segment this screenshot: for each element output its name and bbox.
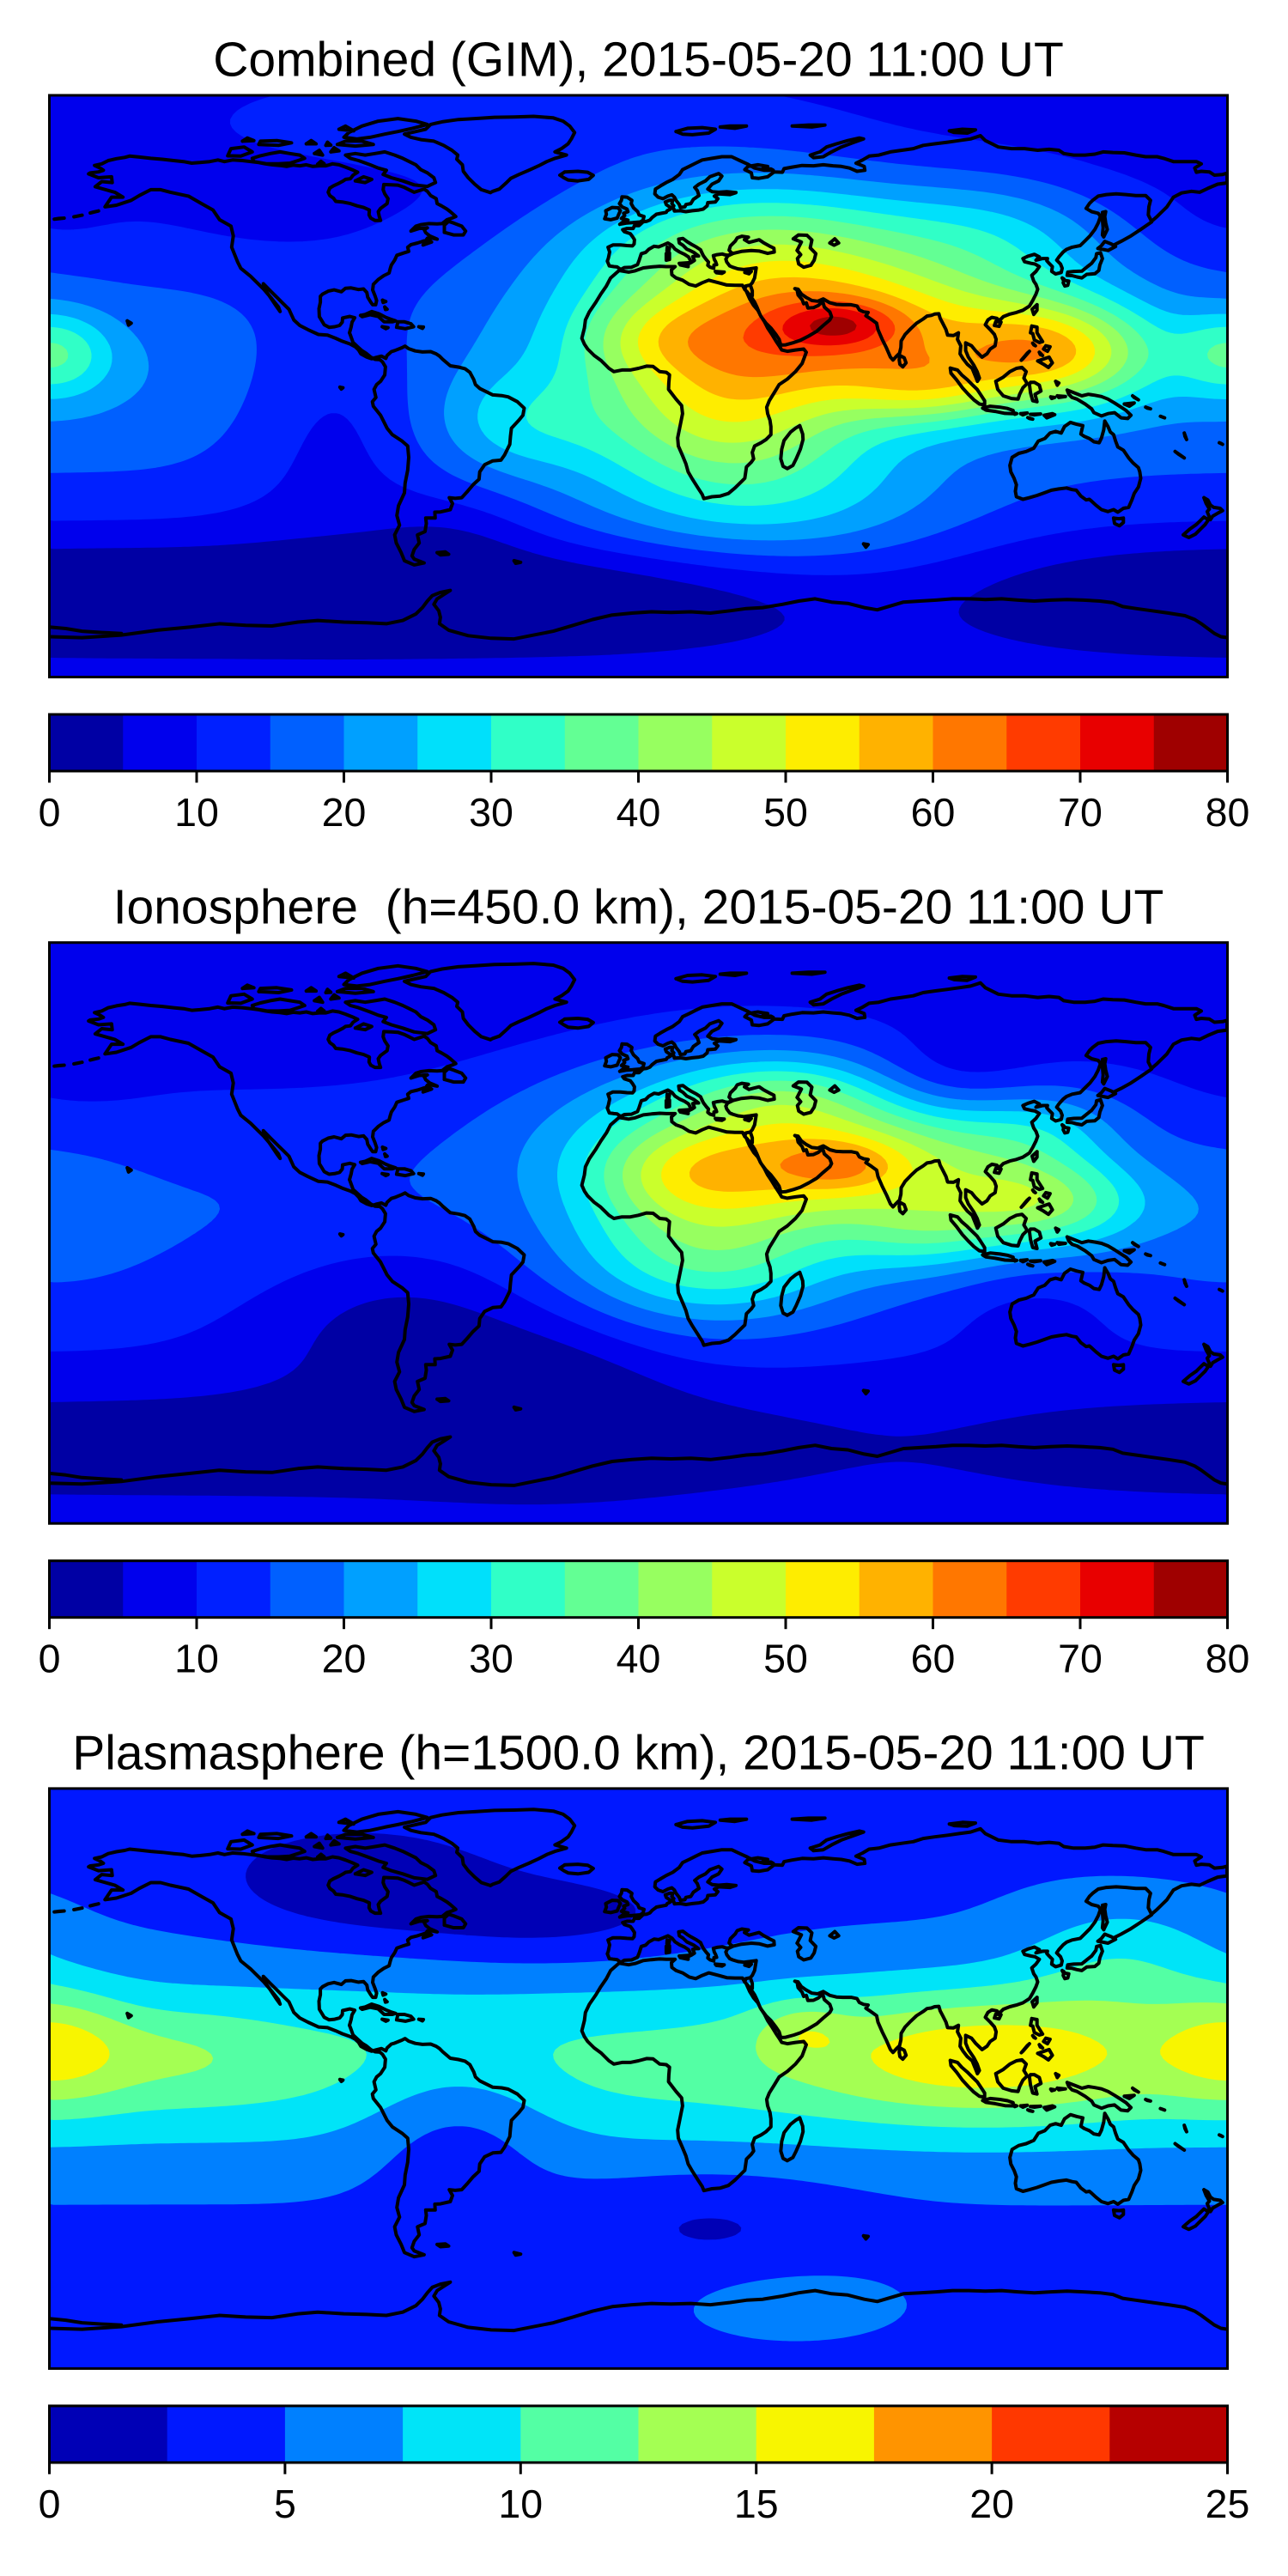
svg-text:30: 30 [469, 790, 513, 835]
svg-text:0: 0 [39, 2482, 61, 2526]
svg-text:10: 10 [174, 790, 219, 835]
svg-text:80: 80 [1206, 790, 1250, 835]
svg-text:Ionosphere (h=450.0 km), 2015: Ionosphere (h=450.0 km), 2015-05-20 11:0… [113, 879, 1164, 934]
svg-text:50: 50 [763, 1637, 808, 1681]
svg-text:60: 60 [911, 1637, 956, 1681]
svg-text:70: 70 [1058, 790, 1103, 835]
svg-text:Plasmasphere (h=1500.0 km), 20: Plasmasphere (h=1500.0 km), 2015-05-20 1… [72, 1726, 1205, 1781]
svg-text:80: 80 [1206, 1637, 1250, 1681]
svg-text:40: 40 [617, 1637, 661, 1681]
svg-text:20: 20 [322, 1637, 367, 1681]
svg-text:20: 20 [969, 2482, 1014, 2526]
svg-text:30: 30 [469, 1637, 513, 1681]
svg-text:10: 10 [174, 1637, 219, 1681]
svg-text:Combined (GIM), 2015-05-20 11:: Combined (GIM), 2015-05-20 11:00 UT [213, 33, 1064, 88]
svg-text:25: 25 [1206, 2482, 1250, 2526]
svg-text:60: 60 [911, 790, 956, 835]
svg-text:70: 70 [1058, 1637, 1103, 1681]
svg-text:15: 15 [734, 2482, 779, 2526]
svg-text:0: 0 [39, 1637, 61, 1681]
svg-text:5: 5 [274, 2482, 296, 2526]
svg-text:0: 0 [39, 790, 61, 835]
svg-text:10: 10 [498, 2482, 543, 2526]
svg-text:20: 20 [322, 790, 367, 835]
svg-text:50: 50 [763, 790, 808, 835]
svg-text:40: 40 [617, 790, 661, 835]
